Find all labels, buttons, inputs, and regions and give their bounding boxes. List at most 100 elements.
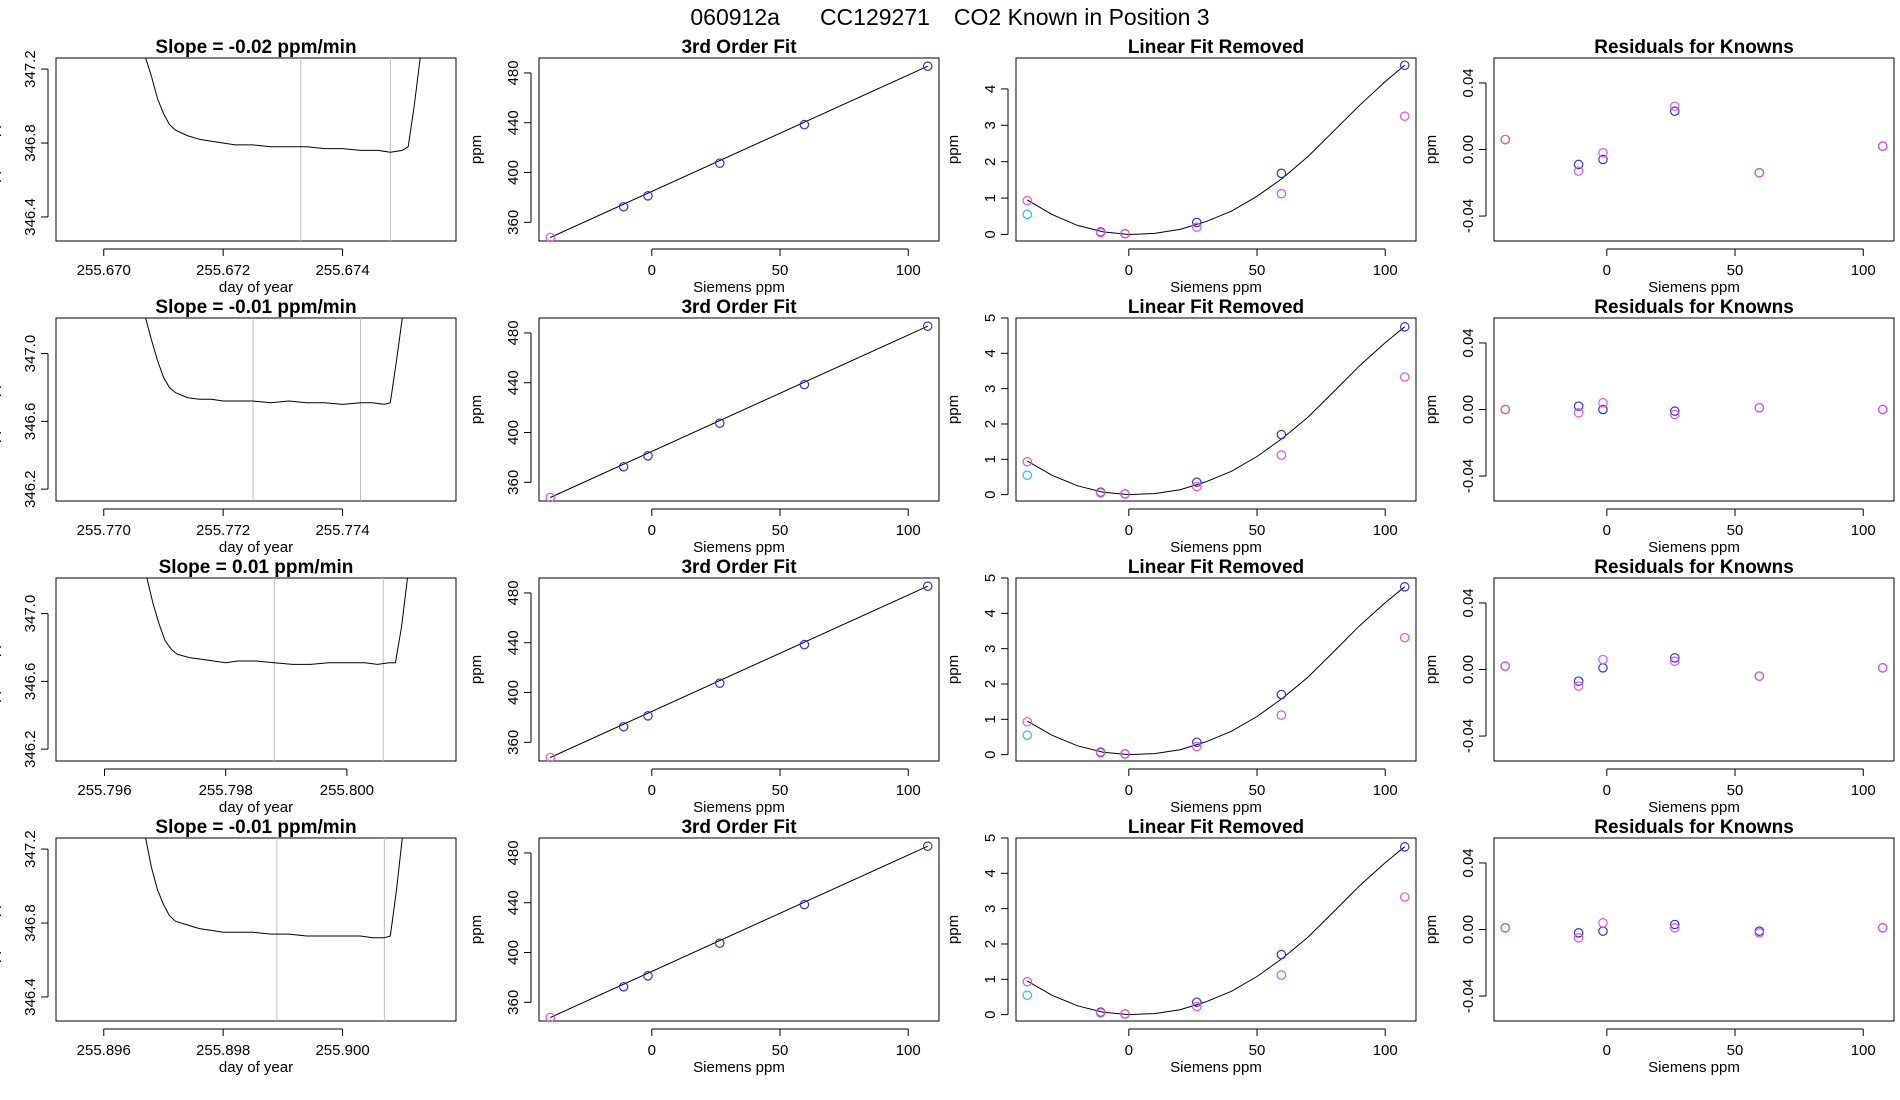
ppm-trace-line [145,838,403,939]
y-tick-label: 4 [982,609,999,617]
y-tick-label: 480 [505,60,522,85]
reference-point [1191,477,1202,488]
y-tick-label: 400 [505,160,522,185]
reference-point [1399,60,1410,71]
reference-point [1276,168,1287,179]
reference-point [1573,401,1584,411]
y-tick-label: 347.0 [22,335,39,373]
reference-point [714,938,725,948]
x-tick-label: 100 [1373,782,1398,799]
y-tick-label: 400 [505,420,522,445]
extra-point [1022,470,1033,481]
y-axis-label: ppm [468,915,485,944]
x-tick-label: 255.798 [199,782,253,799]
panel-16: Residuals for Knowns Siemens ppm ppm 0 50 100… [1423,817,1895,1076]
y-tick-label: 480 [505,840,522,865]
plot-frame [55,57,457,242]
x-axis-label: Siemens ppm [693,1059,785,1076]
y-axis-label: approx. ppm [0,888,2,971]
fit-point [1191,222,1202,232]
fit-point [1191,481,1202,492]
panel-6: 3rd Order Fit Siemens ppm ppm 0 50 100 360 400 4… [468,297,940,556]
y-tick-label: 5 [982,834,999,842]
x-axis-label: Siemens ppm [1170,1059,1262,1076]
reference-point [618,201,629,212]
y-tick-label: 0 [982,230,999,238]
y-tick-label: 5 [982,314,999,322]
fit-point [1598,654,1608,665]
y-tick-label: 440 [505,630,522,655]
y-tick-label: 440 [505,110,522,135]
extra-point [1022,730,1033,741]
extra-point [1022,209,1033,220]
fit-point [1877,404,1888,415]
x-tick-label: 0 [648,262,656,279]
x-axis-label: Siemens ppm [1170,539,1262,556]
x-axis-label: Siemens ppm [1170,799,1262,816]
fit-point [545,232,556,243]
fit-point [1598,148,1608,158]
plot-frame [55,837,457,1022]
x-tick-label: 50 [1727,1042,1744,1059]
y-tick-label: 480 [505,580,522,605]
panel-grid: Slope = -0.02 ppm/min day of year approx. … [0,37,1895,1076]
reference-point [1399,582,1410,592]
fit-point [1120,489,1130,499]
x-tick-label: 255.900 [315,1042,369,1059]
y-axis-label: ppm [468,395,485,424]
run-description: CO2 Known in Position 3 [954,4,1210,30]
plot-area [550,325,928,498]
plot-frame [538,57,940,242]
x-axis-label: Siemens ppm [693,279,785,296]
fit-point [1877,663,1888,673]
plot-frame [1493,57,1895,242]
panel-11: Linear Fit Removed Siemens ppm ppm 0 50 100 0 1… [945,557,1417,816]
y-tick-label: 2 [982,680,999,688]
y-tick-label: 0.00 [1460,915,1477,944]
panel-title: Slope = 0.01 ppm/min [159,557,354,578]
reference-point [799,899,810,910]
plot-area [1027,586,1406,756]
panel-title: 3rd Order Fit [681,557,797,578]
panel-title: 3rd Order Fit [681,297,797,318]
y-tick-label: 1 [982,455,999,463]
y-tick-label: 400 [505,940,522,965]
plot-frame [1015,317,1417,502]
extra-point [1022,990,1033,1001]
panel-15: Linear Fit Removed Siemens ppm ppm 0 50 100 0 1… [945,817,1417,1076]
fit-point [1500,923,1511,933]
y-tick-label: 346.8 [22,124,39,162]
y-tick-label: 0.04 [1460,68,1477,97]
y-tick-label: 4 [982,869,999,877]
x-tick-label: 255.774 [315,522,369,539]
panel-7: Linear Fit Removed Siemens ppm ppm 0 50 100 0 1… [945,297,1417,556]
x-tick-label: 50 [1249,782,1266,799]
panel-title: Residuals for Knowns [1594,37,1794,58]
fit-point [1500,134,1511,145]
x-tick-label: 100 [896,262,921,279]
y-tick-label: 2 [982,940,999,948]
reference-point [714,418,725,428]
x-tick-label: 255.674 [315,262,369,279]
fit-point [1669,409,1680,420]
plot-frame [1493,317,1895,502]
y-tick-label: 347.0 [22,595,39,633]
x-tick-label: 100 [1851,522,1876,539]
y-axis-label: ppm [945,135,962,164]
y-axis-label: ppm [945,655,962,684]
reference-point [1573,159,1584,170]
reference-point [1399,842,1410,852]
fit-point [1877,923,1888,933]
panel-title: 3rd Order Fit [681,817,797,838]
reference-point [922,581,933,592]
fit-point [1754,671,1765,681]
plot-area [146,578,408,761]
plot-area [145,838,403,1021]
reference-point [922,61,933,72]
fit-point [1399,632,1410,643]
plot-frame [1015,577,1417,762]
plot-area [550,845,928,1018]
y-tick-label: 346.4 [22,198,39,236]
y-tick-label: 4 [982,349,999,357]
fit-point [1598,398,1608,408]
